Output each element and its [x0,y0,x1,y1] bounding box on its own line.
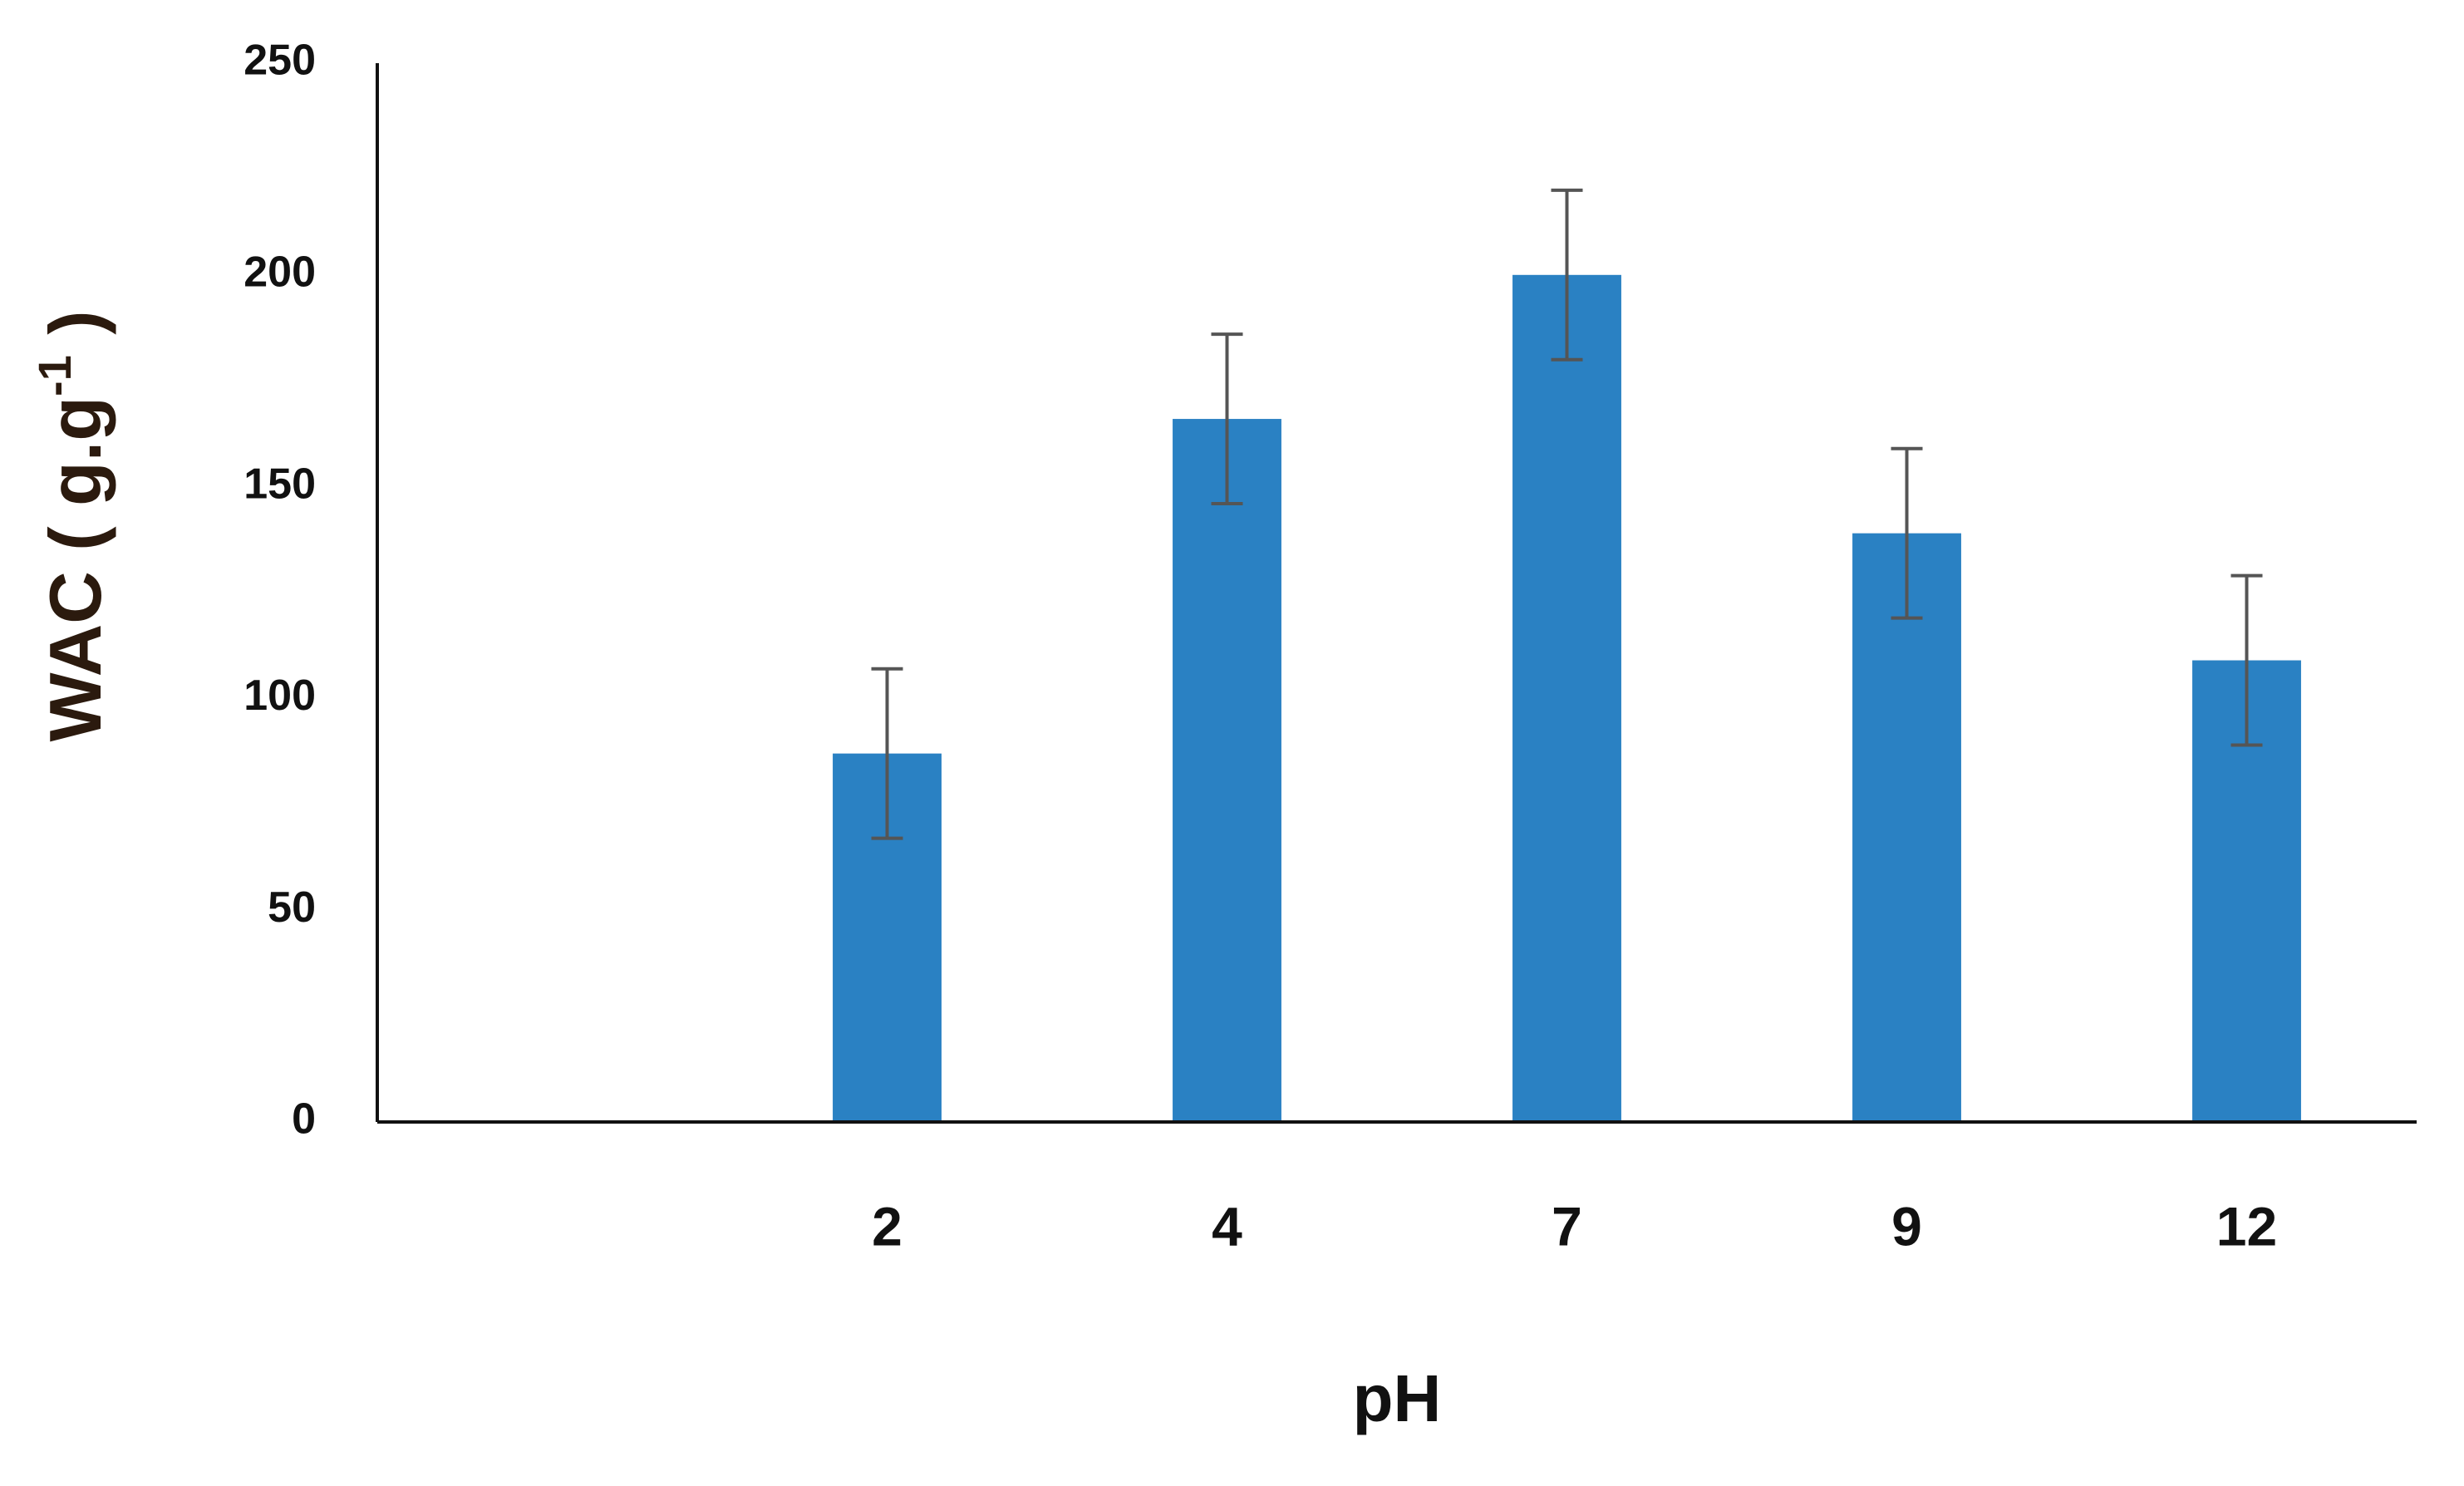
y-tick-label: 200 [243,248,316,297]
x-tick-label: 2 [872,1195,902,1257]
y-label-sup: -1 [28,355,81,396]
y-tick-label: 100 [243,672,316,720]
x-tick-label: 4 [1212,1195,1242,1257]
y-label-end: ) [34,310,116,355]
error-bar [1891,446,1923,620]
y-tick-label: 0 [292,1095,316,1144]
error-bar [2230,573,2263,747]
y-label-text: WAC ( g.g [34,396,116,741]
y-tick-label: 150 [243,460,316,508]
x-tick-label: 7 [1552,1195,1582,1257]
bar [1173,419,1281,1123]
y-tick-label: 250 [243,37,316,85]
x-tick-label: 12 [2216,1195,2277,1257]
y-axis-label: WAC ( g.g-1 ) [28,310,116,741]
error-bar [871,667,903,840]
error-bar [1211,332,1243,505]
x-axis-label: pH [1353,1361,1442,1435]
error-bar [1551,188,1583,362]
y-tick-label: 50 [268,883,316,932]
x-tick-label: 9 [1891,1195,1922,1257]
bar [1512,274,1621,1122]
bar [1852,533,1961,1122]
